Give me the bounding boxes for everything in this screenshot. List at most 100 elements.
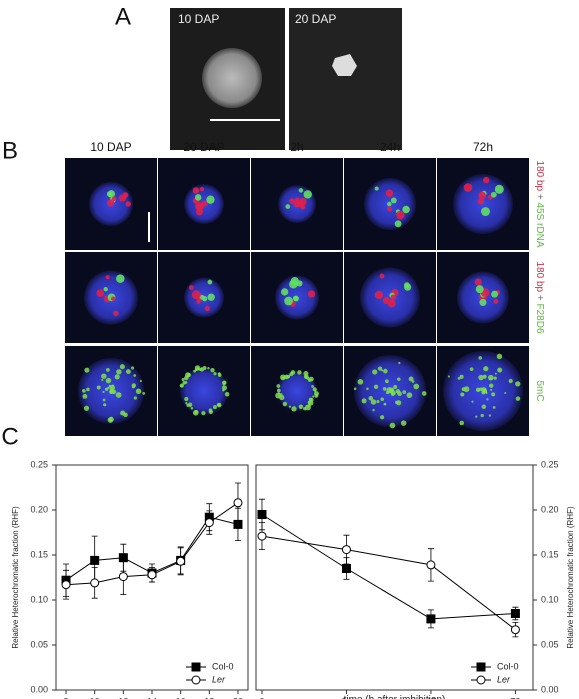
signal xyxy=(490,388,493,392)
signal xyxy=(115,392,122,398)
x-tick-label: 16 xyxy=(176,696,186,699)
column-header: 24h xyxy=(380,140,400,154)
signal xyxy=(110,296,116,301)
signal xyxy=(207,279,213,285)
signal xyxy=(213,372,217,376)
signal xyxy=(376,400,380,404)
signal xyxy=(490,191,497,198)
signal xyxy=(387,201,392,207)
signal xyxy=(184,396,189,402)
x-tick-label: 20 xyxy=(233,696,243,699)
signal xyxy=(191,290,201,300)
signal xyxy=(306,376,310,380)
signal xyxy=(400,420,407,426)
y-axis-label: Relative Heterochromatic fraction (RHF) xyxy=(11,506,20,649)
signal xyxy=(483,366,489,372)
signal xyxy=(377,366,383,371)
signal xyxy=(475,285,484,294)
signal xyxy=(279,394,285,401)
signal xyxy=(201,200,208,207)
signal xyxy=(396,210,405,220)
signal xyxy=(372,369,378,375)
signal xyxy=(398,361,401,365)
signal xyxy=(390,388,394,392)
signal xyxy=(374,186,379,191)
marker xyxy=(257,531,267,541)
signal xyxy=(289,198,295,204)
signal xyxy=(207,293,215,301)
y-tick-label: 0.00 xyxy=(30,684,48,694)
signal xyxy=(224,391,230,397)
signal xyxy=(493,376,497,380)
signal xyxy=(390,390,396,396)
signal xyxy=(81,389,86,393)
y-tick-label: 0.20 xyxy=(541,504,559,514)
signal xyxy=(84,367,90,373)
series-line xyxy=(261,514,516,620)
signal xyxy=(312,395,315,398)
row-label-part: 45S rDNA xyxy=(534,202,545,247)
signal xyxy=(307,400,312,405)
marker xyxy=(426,614,436,624)
signal xyxy=(380,397,385,402)
signal xyxy=(460,392,465,397)
y-tick-label: 0.20 xyxy=(30,504,48,514)
signal xyxy=(298,404,304,410)
legend-marker xyxy=(191,662,201,672)
signal xyxy=(307,290,316,298)
panel-label: C xyxy=(1,423,18,450)
signal xyxy=(278,392,281,395)
signal xyxy=(373,384,379,389)
signal xyxy=(102,398,106,402)
signal xyxy=(492,406,496,409)
signal xyxy=(293,295,299,302)
signal xyxy=(107,417,114,423)
row-label: 180 bp + 45S rDNA xyxy=(534,160,545,247)
signal xyxy=(123,412,128,418)
signal xyxy=(103,287,108,292)
signal xyxy=(288,405,292,408)
column-header: 20 DAP xyxy=(183,140,224,154)
signal xyxy=(285,375,289,379)
signal xyxy=(187,373,191,377)
signal xyxy=(311,384,314,388)
signal xyxy=(216,403,221,407)
y-tick-label: 0.10 xyxy=(30,594,48,604)
row-label-part: 5mC xyxy=(534,380,545,401)
y-tick-label: 0.25 xyxy=(541,459,559,469)
signal xyxy=(478,191,487,200)
signal xyxy=(389,390,392,394)
signal xyxy=(385,379,389,384)
signal xyxy=(308,397,313,402)
signal xyxy=(309,376,314,382)
panel-label: A xyxy=(115,3,131,30)
signal xyxy=(469,367,474,371)
signal xyxy=(290,370,296,375)
signal xyxy=(276,388,281,393)
signal xyxy=(111,196,117,202)
image-label: 10 DAP xyxy=(178,12,219,26)
signal xyxy=(96,289,105,298)
nucleus xyxy=(180,367,228,415)
signal xyxy=(195,208,204,216)
signal xyxy=(194,365,201,371)
signal xyxy=(411,380,415,383)
signal xyxy=(187,402,193,408)
signal xyxy=(479,298,487,306)
panel-c: 0.00 0.05 0.10 0.15 0.20 0.25 Relative Heteroc… xyxy=(11,459,575,699)
signal xyxy=(406,392,413,399)
image-label: 20 DAP xyxy=(295,12,336,26)
x-tick-label: 12 xyxy=(118,696,128,699)
signal xyxy=(504,392,507,395)
signal xyxy=(497,367,503,373)
marker xyxy=(341,545,351,555)
signal xyxy=(133,374,137,377)
y-tick-label: 0.00 xyxy=(541,684,559,694)
signal xyxy=(387,299,396,308)
row-label-part: 180 bp xyxy=(534,160,545,193)
nucleus xyxy=(453,174,513,234)
nucleus xyxy=(202,48,262,108)
legend-label: Ler xyxy=(497,674,511,684)
signal xyxy=(396,400,402,406)
signal xyxy=(471,400,474,403)
